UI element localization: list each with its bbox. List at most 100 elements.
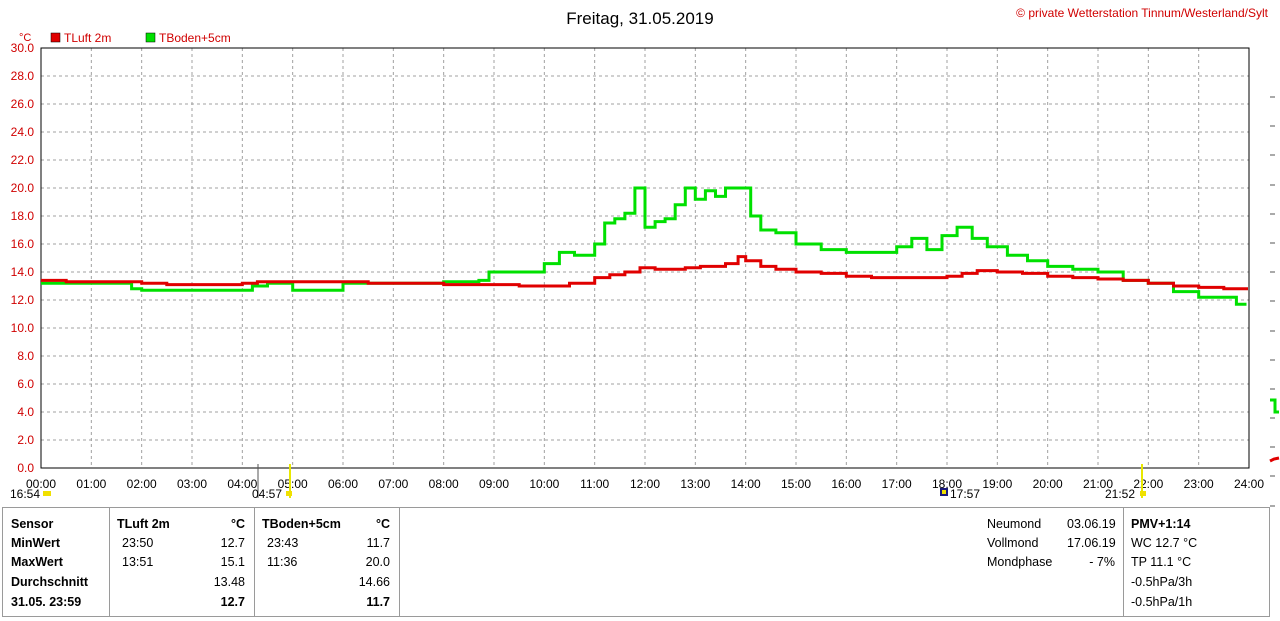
legend-label-tluft: TLuft 2m <box>64 31 111 45</box>
sunrise-time: 04:57 <box>252 487 282 501</box>
neumond-date: 03.06.19 <box>1067 517 1116 531</box>
y-tick-label: 28.0 <box>11 69 35 83</box>
pmv-pressure-1h: -0.5hPa/1h <box>1131 595 1193 609</box>
tluft-average: 13.48 <box>213 575 245 589</box>
divider <box>109 508 110 616</box>
series-line-tluft <box>41 255 1248 291</box>
x-tick-label: 08:00 <box>429 477 459 491</box>
legend-label-tboden: TBoden+5cm <box>159 31 231 45</box>
stats-panel: Sensor MinWert MaxWert Durchschnitt 31.0… <box>2 507 1270 617</box>
x-tick-label: 11:00 <box>580 477 609 491</box>
sunrise-marker <box>43 491 51 496</box>
x-tick-label: 16:00 <box>831 477 861 491</box>
divider <box>254 508 255 616</box>
tluft-max-time: 13:51 <box>122 555 154 569</box>
legend: TLuft 2m TBoden+5cm <box>50 31 231 45</box>
x-tick-label: 05:00 <box>278 477 308 491</box>
plot-frame <box>40 47 1250 469</box>
y-axis: 0.0 2.0 4.0 6.0 8.0 10.0 12.0 14.0 16.0 18.0 20.0 2… <box>11 41 35 475</box>
series-line-tboden <box>41 186 1247 306</box>
vollmond-label: Vollmond <box>987 536 1039 550</box>
x-tick-label: 14:00 <box>731 477 761 491</box>
row-label-sensor: Sensor <box>11 517 54 531</box>
divider <box>1123 508 1124 616</box>
legend-swatch-tluft <box>50 32 61 43</box>
x-tick-label: 10:00 <box>529 477 559 491</box>
x-tick-label: 12:00 <box>630 477 660 491</box>
x-tick-label: 03:00 <box>177 477 207 491</box>
copyright-text: © private Wetterstation Tinnum/Westerlan… <box>1016 6 1269 20</box>
x-tick-label: 21:00 <box>1083 477 1113 491</box>
row-label-current: 31.05. 23:59 <box>11 595 82 609</box>
x-tick-label: 15:00 <box>781 477 811 491</box>
tluft-min-value: 12.7 <box>220 536 245 550</box>
x-tick-label: 22:00 <box>1133 477 1163 491</box>
marker-box <box>1140 491 1146 496</box>
right-edge-red-fragment <box>1269 456 1280 463</box>
row-label-avg: Durchschnitt <box>11 575 89 589</box>
row-label-min: MinWert <box>11 536 61 550</box>
y-tick-label: 4.0 <box>17 405 34 419</box>
y-tick-label: 18.0 <box>11 209 35 223</box>
x-tick-label: 17:00 <box>882 477 912 491</box>
y-tick-label: 8.0 <box>17 349 34 363</box>
tboden-current: 11.7 <box>366 595 390 609</box>
x-tick-label: 18:00 <box>932 477 962 491</box>
series <box>41 186 1248 306</box>
y-axis-unit: °C <box>19 32 31 44</box>
y-tick-label: 10.0 <box>11 321 35 335</box>
x-tick-label: 00:00 <box>26 477 56 491</box>
mondphase-value: - 7% <box>1089 555 1115 569</box>
vollmond-date: 17.06.19 <box>1067 536 1116 550</box>
y-tick-label: 22.0 <box>11 153 35 167</box>
x-axis: 00:00 01:00 02:00 03:00 04:00 05:00 06:00 07:00… <box>26 477 1264 491</box>
tboden-average: 14.66 <box>358 575 390 589</box>
tluft-min-time: 23:50 <box>122 536 154 550</box>
tluft-header: TLuft 2m <box>117 517 170 531</box>
moon-marker-inner <box>942 490 946 494</box>
y-tick-label: 24.0 <box>11 125 35 139</box>
x-tick-label: 19:00 <box>982 477 1012 491</box>
pmv-pressure-3h: -0.5hPa/3h <box>1131 575 1193 589</box>
mondphase-label: Mondphase <box>987 555 1053 569</box>
y-tick-label: 16.0 <box>11 237 35 251</box>
x-tick-label: 09:00 <box>479 477 509 491</box>
x-tick-label: 01:00 <box>76 477 106 491</box>
y-tick-label: 14.0 <box>11 265 35 279</box>
pmv-dewpoint: TP 11.1 °C <box>1131 555 1192 569</box>
sun-markers: 16:54 04:57 17:57 21:52 <box>10 464 1146 501</box>
y-tick-label: 30.0 <box>11 41 35 55</box>
x-tick-label: 06:00 <box>328 477 358 491</box>
y-tick-label: 6.0 <box>17 377 34 391</box>
pmv-windchill: WC 12.7 °C <box>1131 536 1198 550</box>
x-tick-label: 07:00 <box>378 477 408 491</box>
tboden-max-value: 20.0 <box>365 555 390 569</box>
tboden-min-time: 23:43 <box>267 536 299 550</box>
tboden-max-time: 11:36 <box>267 555 298 569</box>
tluft-unit: °C <box>230 517 245 531</box>
chart-title: Freitag, 31.05.2019 <box>566 9 713 28</box>
marker-box <box>286 491 292 496</box>
sunrise-time-left: 16:54 <box>10 487 40 501</box>
grid <box>41 48 1249 468</box>
tboden-header: TBoden+5cm <box>262 517 341 531</box>
neumond-label: Neumond <box>987 517 1042 531</box>
row-label-max: MaxWert <box>11 555 63 569</box>
x-tick-label: 02:00 <box>127 477 157 491</box>
right-edge-green-fragment <box>1270 398 1279 414</box>
tluft-max-value: 15.1 <box>220 555 245 569</box>
tluft-current: 12.7 <box>220 595 245 609</box>
x-tick-label: 24:00 <box>1234 477 1264 491</box>
tboden-unit: °C <box>375 517 390 531</box>
y-tick-label: 20.0 <box>11 181 35 195</box>
x-tick-label: 20:00 <box>1033 477 1063 491</box>
y-tick-label: 26.0 <box>11 97 35 111</box>
x-tick-label: 13:00 <box>680 477 710 491</box>
x-tick-label: 04:00 <box>227 477 257 491</box>
y-tick-label: 2.0 <box>17 433 34 447</box>
divider <box>399 508 400 616</box>
y-tick-label: 12.0 <box>11 293 35 307</box>
moonrise-time: 17:57 <box>950 487 980 501</box>
pmv-header: PMV+1:14 <box>1131 517 1191 531</box>
y-tick-label: 0.0 <box>17 461 34 475</box>
